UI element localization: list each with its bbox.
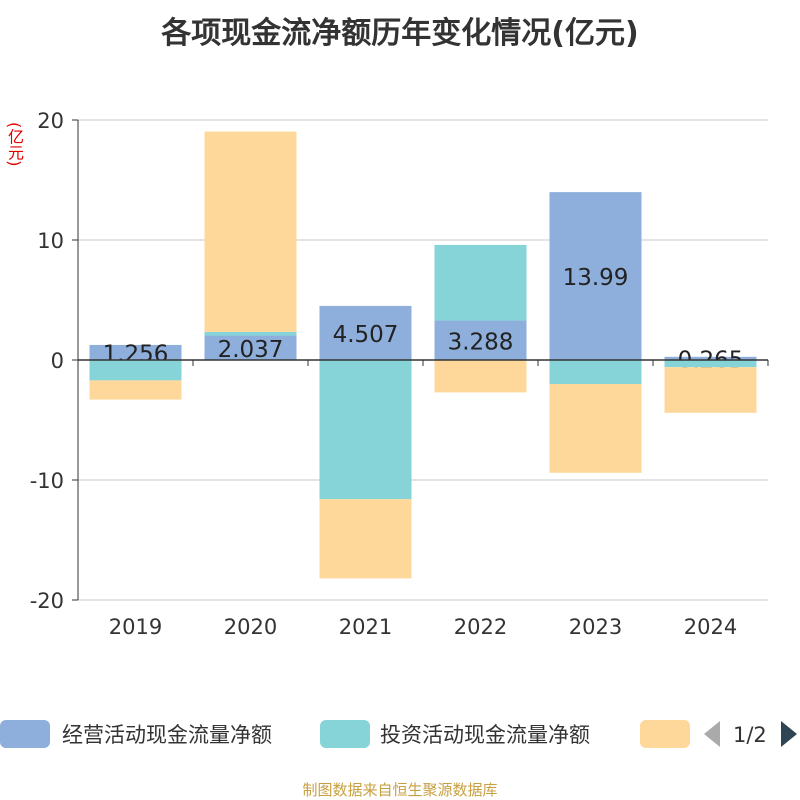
bar-segment bbox=[204, 335, 297, 360]
x-tick-label: 2020 bbox=[224, 615, 277, 639]
legend-next-icon bbox=[781, 721, 797, 747]
data-label: 3.288 bbox=[448, 329, 514, 355]
bar-segment bbox=[89, 360, 182, 381]
bar-segment bbox=[319, 499, 412, 579]
bar-segment bbox=[664, 367, 757, 413]
data-label: 2.037 bbox=[218, 337, 284, 363]
y-tick-label: 10 bbox=[37, 229, 64, 253]
bar-segment bbox=[434, 320, 527, 360]
y-tick-label: -20 bbox=[30, 589, 64, 613]
legend-label: 经营活动现金流量净额 bbox=[62, 723, 272, 747]
bar-segment bbox=[664, 356, 757, 360]
bar-segment bbox=[549, 360, 642, 384]
bar-segment bbox=[89, 380, 182, 400]
legend-swatch bbox=[640, 720, 690, 748]
legend-prev-icon bbox=[704, 721, 720, 747]
bar-segment bbox=[89, 344, 182, 360]
x-tick-label: 2021 bbox=[339, 615, 392, 639]
bar-segment bbox=[319, 305, 412, 360]
data-label: 13.99 bbox=[563, 265, 629, 291]
legend-page-indicator: 1/2 bbox=[733, 723, 767, 747]
data-label: 4.507 bbox=[333, 322, 399, 348]
data-source-note: 制图数据来自恒生聚源数据库 bbox=[302, 781, 498, 799]
y-tick-label: 0 bbox=[51, 349, 64, 373]
x-tick-label: 2022 bbox=[454, 615, 507, 639]
legend-swatch bbox=[0, 720, 50, 748]
y-axis-unit: (亿元) bbox=[5, 122, 24, 167]
bar-segment bbox=[434, 244, 527, 321]
chart-title: 各项现金流净额历年变化情况(亿元) bbox=[161, 16, 639, 51]
bar-segment bbox=[664, 360, 757, 368]
bar-segment bbox=[434, 360, 527, 393]
bar-segment bbox=[549, 192, 642, 360]
x-tick-label: 2023 bbox=[569, 615, 622, 639]
legend-label: 投资活动现金流量净额 bbox=[380, 723, 590, 747]
y-tick-label: 20 bbox=[37, 109, 64, 133]
bar-segment bbox=[319, 360, 412, 500]
legend-swatch bbox=[320, 720, 370, 748]
bar-segment bbox=[204, 331, 297, 336]
x-tick-label: 2019 bbox=[109, 615, 162, 639]
y-tick-label: -10 bbox=[30, 469, 64, 493]
bar-segment bbox=[549, 384, 642, 473]
x-tick-label: 2024 bbox=[684, 615, 737, 639]
bar-segment bbox=[204, 131, 297, 332]
